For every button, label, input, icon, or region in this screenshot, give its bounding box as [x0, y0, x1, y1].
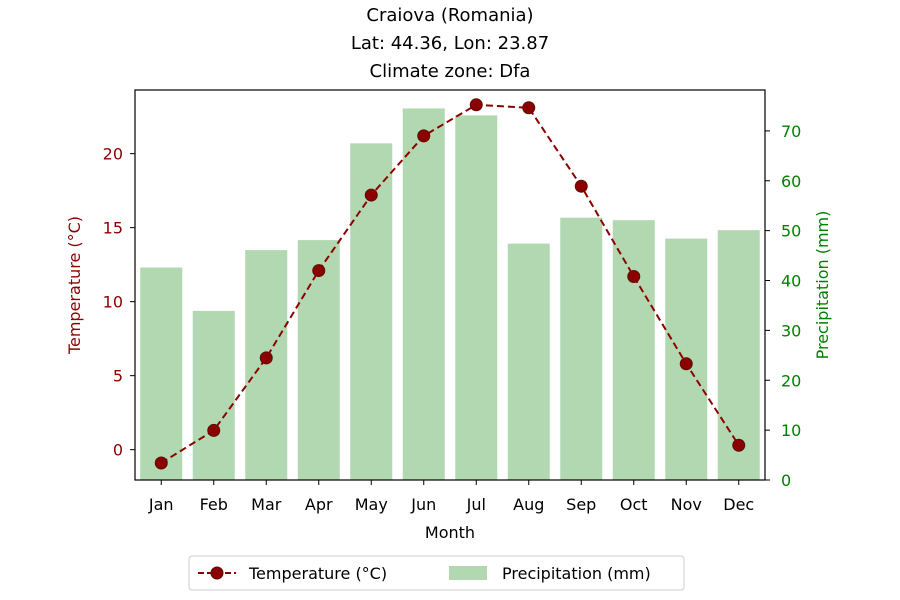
temperature-point-oct	[627, 269, 641, 283]
y-right-tick-label: 20	[781, 371, 801, 390]
x-axis: Jan Feb Mar Apr May Jun Jul Aug Sep Oct Nov Dec	[148, 480, 754, 514]
x-axis-label: Month	[425, 523, 475, 542]
precipitation-bar-sep	[560, 217, 603, 481]
y-right-tick-label: 60	[781, 172, 801, 191]
legend-item-temperature: Temperature (°C)	[198, 564, 387, 583]
y-left-tick-label: 20	[103, 145, 123, 164]
plot-frame	[134, 89, 766, 481]
temperature-point-may	[364, 188, 378, 202]
temperature-point-mar	[259, 351, 273, 365]
legend: Temperature (°C) Precipitation (mm)	[188, 555, 685, 591]
y-right-tick-label: 70	[781, 122, 801, 141]
x-tick-label: Oct	[620, 495, 648, 514]
precipitation-bar-jan	[140, 267, 183, 480]
x-tick-label: Nov	[671, 495, 702, 514]
precipitation-bar-dec	[717, 230, 760, 480]
title-line-coordinates: Lat: 44.36, Lon: 23.87	[351, 33, 549, 54]
temperature-point-aug	[522, 101, 536, 115]
temperature-line	[160, 103, 740, 464]
title-line-climate-zone: Climate zone: Dfa	[370, 61, 531, 82]
precipitation-bar-feb	[192, 310, 235, 480]
legend-precipitation-swatch-icon	[449, 566, 487, 580]
y-left-tick-label: 0	[113, 441, 123, 460]
legend-box	[188, 555, 685, 591]
legend-temperature-label: Temperature (°C)	[248, 564, 387, 583]
y-right-tick-label: 0	[781, 471, 791, 490]
y-right-tick-label: 10	[781, 421, 801, 440]
precipitation-bar-aug	[507, 243, 550, 480]
chart-title: Craiova (Romania) Lat: 44.36, Lon: 23.87…	[351, 5, 549, 82]
temperature-point-nov	[679, 357, 693, 371]
x-tick-label: May	[355, 495, 388, 514]
precipitation-bars	[140, 108, 760, 481]
y-left-tick-label: 5	[113, 367, 123, 386]
y-axis-right: 0 10 20 30 40 50 60 70	[765, 122, 801, 490]
x-tick-label: Mar	[251, 495, 282, 514]
temperature-point-sep	[574, 179, 588, 193]
temperature-point-apr	[312, 264, 326, 278]
temperature-point-feb	[207, 423, 221, 437]
temperature-point-jan	[154, 456, 168, 470]
precipitation-bar-mar	[245, 250, 288, 480]
x-tick-label: Apr	[305, 495, 333, 514]
x-tick-label: Dec	[723, 495, 754, 514]
x-tick-label: Sep	[566, 495, 596, 514]
precipitation-bar-jul	[455, 115, 498, 481]
precipitation-bar-apr	[297, 240, 340, 480]
x-tick-label: Jan	[148, 495, 174, 514]
y-right-tick-label: 40	[781, 272, 801, 291]
legend-item-precipitation: Precipitation (mm)	[449, 564, 651, 583]
x-tick-label: Aug	[513, 495, 544, 514]
temperature-line-series	[154, 98, 746, 470]
temperature-point-jun	[417, 129, 431, 143]
temperature-point-jul	[469, 98, 483, 112]
title-line-location: Craiova (Romania)	[366, 5, 533, 26]
x-tick-label: Jun	[410, 495, 436, 514]
y-axis-right-label: Precipitation (mm)	[813, 211, 832, 360]
y-right-tick-label: 30	[781, 321, 801, 340]
temperature-point-dec	[732, 438, 746, 452]
precipitation-bar-oct	[612, 220, 655, 481]
legend-temperature-marker-icon	[210, 566, 224, 580]
x-tick-label: Feb	[200, 495, 228, 514]
y-left-tick-label: 15	[103, 219, 123, 238]
precipitation-bar-jun	[402, 108, 445, 480]
y-left-tick-label: 10	[103, 293, 123, 312]
y-axis-left-label: Temperature (°C)	[65, 216, 84, 355]
y-axis-left: 0 5 10 15 20	[103, 145, 135, 460]
legend-precipitation-label: Precipitation (mm)	[502, 564, 651, 583]
x-tick-label: Jul	[466, 495, 486, 514]
y-right-tick-label: 50	[781, 222, 801, 241]
